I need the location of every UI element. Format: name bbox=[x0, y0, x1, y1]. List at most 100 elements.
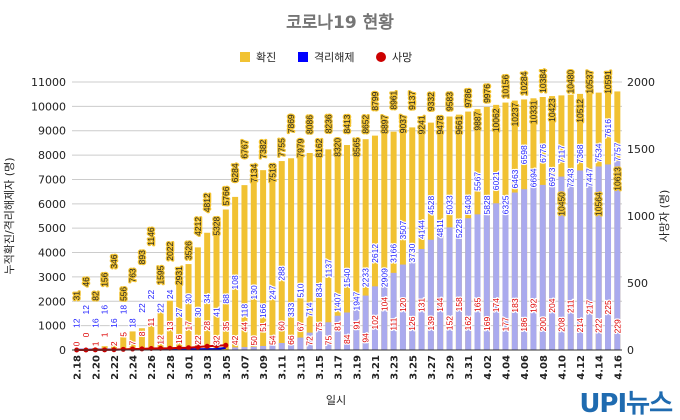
bar-released bbox=[567, 173, 574, 350]
bar-released bbox=[362, 295, 369, 350]
data-label-deaths: 111 bbox=[389, 317, 399, 330]
data-label-released: 7117 bbox=[556, 145, 566, 164]
data-label-released: 6776 bbox=[538, 144, 548, 163]
data-label-released: 27 bbox=[174, 307, 184, 317]
y-tick-label: 11000 bbox=[31, 76, 66, 89]
data-label-released: 7243 bbox=[566, 168, 576, 187]
data-label-released: 1540 bbox=[342, 268, 352, 287]
data-label-released: 2233 bbox=[361, 268, 371, 287]
point-deaths bbox=[213, 343, 219, 349]
y-tick-label: 5000 bbox=[38, 222, 66, 235]
bar-released bbox=[232, 347, 239, 350]
data-label-released: 5567 bbox=[473, 172, 483, 191]
bar-released bbox=[269, 343, 276, 350]
x-tick-label: 3.19 bbox=[352, 355, 363, 380]
data-label-deaths: 217 bbox=[584, 300, 594, 314]
data-label-released: 6694 bbox=[528, 168, 538, 187]
data-label-released: 22 bbox=[146, 289, 156, 299]
x-tick-label: 3.27 bbox=[427, 355, 438, 380]
x-tick-label: 3.23 bbox=[390, 355, 401, 380]
x-tick-label: 2.26 bbox=[147, 355, 158, 380]
data-label-confirmed: 346 bbox=[109, 254, 119, 268]
data-label-deaths: 60 bbox=[277, 321, 287, 331]
x-tick-label: 3.01 bbox=[185, 355, 196, 380]
x-tick-label: 4.06 bbox=[520, 355, 531, 380]
data-label-deaths: 229 bbox=[612, 319, 622, 333]
data-label-released: 6463 bbox=[510, 169, 520, 188]
bar-released bbox=[521, 189, 528, 350]
bar-released bbox=[260, 345, 267, 350]
data-label-deaths: 22 bbox=[193, 335, 203, 345]
x-tick-label: 3.17 bbox=[334, 355, 345, 380]
data-label-confirmed: 9661 bbox=[454, 115, 464, 134]
data-label-confirmed: 893 bbox=[137, 250, 147, 264]
y-tick-label: 2000 bbox=[38, 295, 66, 308]
data-label-confirmed: 10062 bbox=[491, 108, 501, 132]
data-label-deaths: 66 bbox=[286, 335, 296, 345]
data-label-deaths: 222 bbox=[594, 318, 604, 332]
x-tick-label: 4.08 bbox=[539, 355, 550, 380]
bar-released bbox=[614, 161, 621, 350]
data-label-deaths: 139 bbox=[426, 316, 436, 330]
data-label-deaths: 72 bbox=[305, 336, 315, 346]
bar-confirmed bbox=[260, 170, 267, 350]
data-label-confirmed: 8565 bbox=[351, 138, 361, 157]
data-label-released: 834 bbox=[314, 283, 324, 297]
y-tick-label: 1000 bbox=[38, 320, 66, 333]
y2-tick-label: 0 bbox=[627, 344, 634, 357]
bar-released bbox=[530, 186, 537, 350]
bar-confirmed bbox=[316, 151, 323, 350]
data-label-deaths: 165 bbox=[473, 298, 483, 312]
data-label-confirmed: 10537 bbox=[584, 70, 594, 94]
bar-released bbox=[334, 315, 341, 350]
bar-released bbox=[344, 312, 350, 350]
data-label-released: 247 bbox=[267, 285, 277, 299]
x-tick-label: 2.20 bbox=[91, 355, 102, 380]
data-label-released: 16 bbox=[90, 318, 100, 328]
x-tick-label: 3.25 bbox=[408, 355, 419, 380]
data-label-deaths: 75 bbox=[323, 335, 333, 345]
bar-confirmed bbox=[185, 264, 192, 350]
data-label-confirmed: 156 bbox=[100, 272, 110, 286]
y-tick-label: 10000 bbox=[31, 100, 66, 113]
data-label-confirmed: 9786 bbox=[463, 88, 473, 107]
data-label-deaths: 91 bbox=[351, 320, 361, 330]
bar-released bbox=[418, 249, 425, 350]
data-label-confirmed: 9583 bbox=[445, 92, 455, 111]
bar-released bbox=[511, 192, 518, 350]
data-label-deaths: 2 bbox=[109, 341, 119, 346]
data-label-confirmed: 6284 bbox=[230, 163, 240, 182]
data-label-confirmed: 763 bbox=[128, 268, 138, 282]
data-label-confirmed: 2931 bbox=[174, 266, 184, 285]
bar-released bbox=[353, 302, 360, 350]
bar-released bbox=[605, 164, 612, 350]
data-label-confirmed: 8652 bbox=[361, 114, 371, 133]
data-label-deaths: 11 bbox=[146, 317, 156, 326]
data-label-released: 333 bbox=[286, 303, 296, 317]
bar-confirmed bbox=[409, 127, 416, 350]
bar-confirmed bbox=[381, 133, 388, 350]
x-tick-label: 2.18 bbox=[73, 355, 84, 380]
data-label-deaths: 42 bbox=[230, 335, 240, 345]
point-deaths bbox=[204, 343, 210, 349]
data-label-confirmed: 7755 bbox=[277, 138, 287, 157]
x-tick-label: 3.31 bbox=[464, 355, 475, 380]
point-deaths bbox=[186, 345, 192, 351]
x-tick-label: 3.15 bbox=[315, 355, 326, 380]
data-label-released: 3507 bbox=[398, 220, 408, 239]
data-label-deaths: 102 bbox=[370, 315, 380, 329]
data-label-released: 88 bbox=[221, 294, 231, 304]
data-label-deaths: 186 bbox=[519, 317, 529, 331]
data-label-confirmed: 3526 bbox=[184, 241, 194, 260]
x-tick-label: 3.21 bbox=[371, 355, 382, 380]
bar-released bbox=[325, 322, 332, 350]
data-label-confirmed: 10480 bbox=[566, 70, 576, 94]
x-tick-label: 4.10 bbox=[557, 355, 568, 380]
data-label-released: 16 bbox=[109, 318, 119, 328]
x-tick-label: 2.24 bbox=[129, 355, 140, 380]
data-label-confirmed: 7134 bbox=[249, 163, 259, 182]
data-label-released: 7447 bbox=[584, 168, 594, 187]
bar-confirmed bbox=[325, 149, 332, 350]
data-label-confirmed: 9887 bbox=[473, 111, 483, 130]
x-axis-title: 일시 bbox=[326, 393, 346, 407]
